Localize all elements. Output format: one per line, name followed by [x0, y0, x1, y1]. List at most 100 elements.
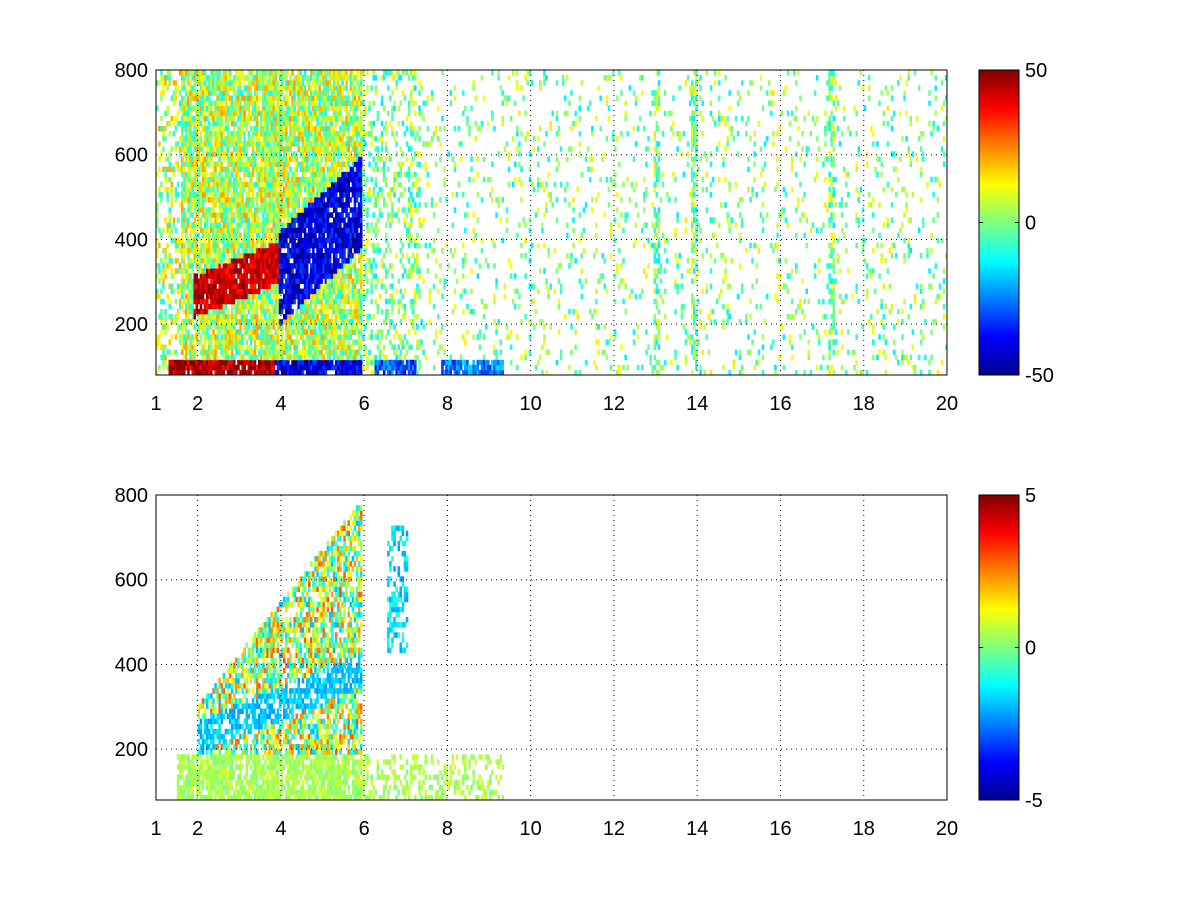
heatmap-cell: [216, 232, 219, 239]
heatmap-cell: [293, 186, 296, 193]
heatmap-cell: [297, 329, 300, 335]
heatmap-cell: [308, 197, 311, 203]
heatmap-cell: [206, 90, 209, 96]
heatmap-cell: [241, 181, 244, 188]
heatmap-cell: [233, 329, 236, 335]
heatmap-cell: [310, 176, 313, 183]
heatmap-cell: [357, 156, 361, 162]
heatmap-cell: [206, 273, 209, 279]
heatmap-cell: [185, 298, 188, 305]
heatmap-cell: [226, 283, 230, 289]
heatmap-cell: [195, 359, 199, 366]
heatmap-cell: [218, 131, 221, 137]
heatmap-cell: [335, 222, 338, 228]
heatmap-cell: [337, 359, 340, 366]
heatmap-cell: [226, 258, 230, 264]
heatmap-cell: [272, 232, 276, 239]
heatmap-cell: [222, 354, 226, 361]
heatmap-cell: [239, 263, 242, 269]
heatmap-cell: [316, 268, 319, 274]
heatmap-cell: [195, 110, 199, 117]
heatmap-cell: [255, 120, 259, 127]
heatmap-cell: [316, 278, 319, 284]
heatmap-cell: [228, 181, 232, 188]
heatmap-cell: [197, 80, 201, 86]
heatmap-cell: [233, 303, 236, 310]
heatmap-cell: [308, 339, 311, 345]
heatmap-cell: [305, 192, 309, 198]
heatmap-cell: [183, 359, 186, 366]
heatmap-cell: [349, 268, 353, 274]
heatmap-cell: [280, 278, 284, 284]
heatmap-cell: [197, 120, 201, 127]
heatmap-cell: [355, 125, 359, 132]
heatmap-cell: [355, 354, 359, 361]
heatmap-cell: [380, 263, 384, 269]
heatmap-cell: [293, 247, 296, 254]
heatmap-cell: [206, 308, 209, 315]
heatmap-cell: [376, 303, 380, 310]
heatmap-cell: [199, 283, 203, 289]
heatmap-cell: [176, 181, 180, 188]
heatmap-cell: [272, 110, 276, 117]
heatmap-cell: [310, 222, 313, 228]
heatmap-cell: [349, 232, 353, 239]
heatmap-cell: [185, 115, 188, 122]
heatmap-cell: [233, 364, 236, 371]
heatmap-cell: [201, 247, 205, 254]
heatmap-cell: [274, 136, 278, 142]
heatmap-cell: [332, 334, 336, 340]
heatmap-cell: [318, 136, 321, 142]
heatmap-cell: [195, 75, 199, 81]
heatmap-cell: [310, 237, 313, 244]
heatmap-cell: [274, 141, 278, 147]
heatmap-cell: [293, 242, 296, 249]
heatmap-cell: [280, 369, 284, 375]
heatmap-cell: [222, 303, 226, 310]
heatmap-cell: [241, 75, 244, 81]
heatmap-cell: [312, 329, 315, 335]
heatmap-cell: [241, 141, 244, 147]
heatmap-cell: [305, 263, 309, 269]
heatmap-cell: [222, 95, 226, 101]
heatmap-cell: [214, 222, 217, 228]
heatmap-cell: [274, 85, 278, 91]
heatmap-cell: [241, 192, 244, 198]
heatmap-cell: [353, 283, 357, 289]
heatmap-cell: [299, 359, 303, 366]
heatmap-cell: [337, 80, 340, 86]
heatmap-cell: [272, 125, 276, 132]
heatmap-cell: [241, 166, 244, 173]
heatmap-cell: [241, 334, 244, 340]
heatmap-cell: [318, 369, 321, 375]
heatmap-cell: [291, 263, 294, 269]
heatmap-cell: [258, 70, 261, 76]
heatmap-cell: [203, 207, 207, 213]
heatmap-cell: [343, 298, 346, 305]
heatmap-cell: [241, 242, 244, 249]
heatmap-cell: [355, 314, 359, 320]
heatmap-cell: [226, 120, 230, 127]
heatmap-cell: [226, 268, 230, 274]
heatmap-cell: [258, 176, 261, 183]
heatmap-cell: [230, 85, 234, 91]
heatmap-cell: [291, 85, 294, 91]
heatmap-cell: [262, 232, 265, 239]
heatmap-cell: [320, 192, 323, 198]
heatmap-cell: [345, 329, 348, 335]
heatmap-cell: [272, 80, 276, 86]
heatmap-cell: [335, 314, 338, 320]
heatmap-cell: [289, 105, 292, 112]
heatmap-cell: [228, 258, 232, 264]
heatmap-cell: [326, 359, 330, 366]
heatmap-cell: [203, 181, 207, 188]
heatmap-cell: [255, 298, 259, 305]
heatmap-cell: [297, 186, 300, 193]
heatmap-cell: [174, 258, 178, 264]
heatmap-cell: [191, 242, 194, 249]
heatmap-cell: [224, 75, 228, 81]
heatmap-cell: [206, 349, 209, 356]
heatmap-cell: [326, 349, 330, 356]
heatmap-cell: [187, 192, 190, 198]
heatmap-cell: [220, 303, 223, 310]
